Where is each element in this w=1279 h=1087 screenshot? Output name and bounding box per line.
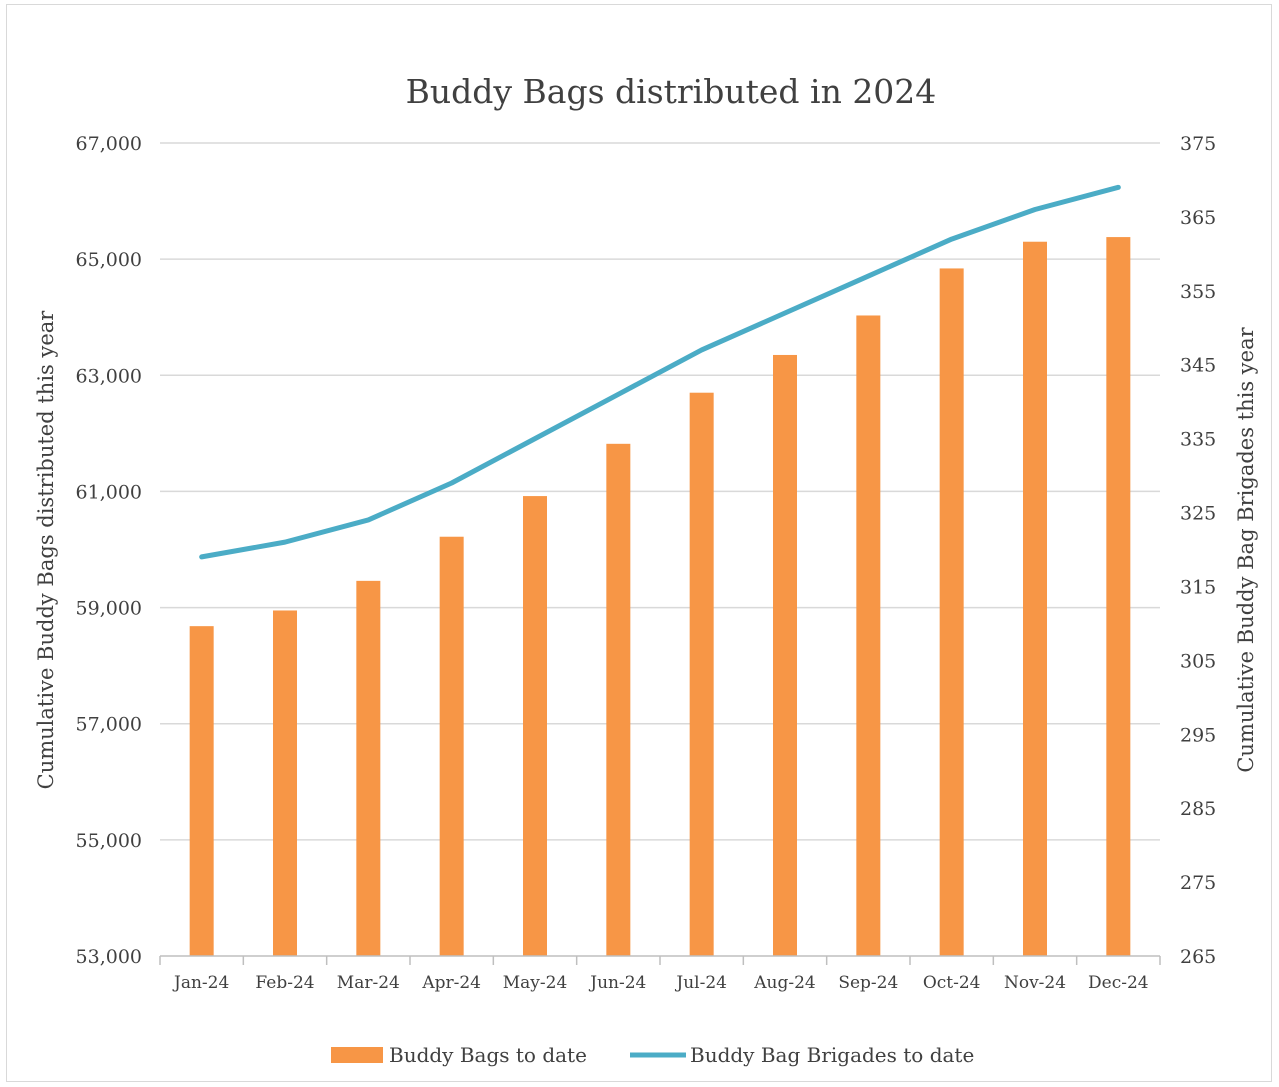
left-tick-label: 65,000 bbox=[76, 249, 142, 271]
right-tick-label: 305 bbox=[1180, 650, 1216, 672]
x-tick-label: Nov-24 bbox=[1004, 973, 1066, 993]
legend-bar-label: Buddy Bags to date bbox=[389, 1043, 587, 1067]
left-tick-label: 67,000 bbox=[76, 133, 142, 155]
x-tick-label: Jul-24 bbox=[674, 973, 727, 993]
bar-series bbox=[189, 237, 1131, 957]
series-line bbox=[199, 184, 1121, 560]
x-tick-label: May-24 bbox=[503, 973, 568, 993]
right-tick-label: 355 bbox=[1180, 281, 1216, 303]
left-tick-label: 55,000 bbox=[76, 830, 142, 852]
bar bbox=[189, 626, 214, 956]
right-tick-label: 325 bbox=[1180, 503, 1216, 525]
gridlines bbox=[160, 142, 1160, 841]
right-tick-label: 335 bbox=[1180, 429, 1216, 451]
bar bbox=[439, 536, 464, 956]
left-tick-label: 63,000 bbox=[76, 365, 142, 387]
bar bbox=[606, 443, 631, 956]
left-tick-label: 61,000 bbox=[76, 481, 142, 503]
x-tick-label: Jun-24 bbox=[588, 973, 646, 993]
bar bbox=[273, 610, 297, 956]
left-tick-label: 57,000 bbox=[76, 714, 142, 736]
legend-bar-swatch bbox=[331, 1047, 383, 1063]
left-tick-label: 59,000 bbox=[76, 598, 142, 620]
bar bbox=[689, 392, 714, 956]
x-tick-label: Sep-24 bbox=[838, 973, 898, 993]
right-tick-label: 315 bbox=[1180, 576, 1216, 598]
left-tick-label: 53,000 bbox=[76, 946, 142, 968]
right-tick-label: 275 bbox=[1180, 872, 1216, 894]
right-axis-ticks: 265 275 285 295 305 315 325 335 345 355 365 375 bbox=[1180, 133, 1216, 968]
x-tick-label: Apr-24 bbox=[421, 973, 481, 993]
bar bbox=[939, 268, 964, 956]
x-tick-label: Mar-24 bbox=[337, 973, 400, 993]
right-tick-label: 345 bbox=[1180, 355, 1216, 377]
bar bbox=[1106, 237, 1131, 957]
x-tick-label: Aug-24 bbox=[753, 973, 815, 993]
left-axis-ticks: 53,000 55,000 57,000 59,000 61,000 63,000 65,0… bbox=[76, 133, 142, 968]
bar bbox=[773, 354, 797, 957]
bar bbox=[523, 496, 547, 956]
line-series bbox=[199, 184, 1121, 560]
bar bbox=[1023, 241, 1047, 956]
right-axis-title: Cumulative Buddy Bag Brigades this year bbox=[1234, 326, 1258, 772]
x-tick-label: Feb-24 bbox=[255, 973, 314, 993]
left-axis-title: Cumulative Buddy Bags distributed this y… bbox=[34, 310, 58, 790]
x-axis-ticks: Jan-24 Feb-24 Mar-24 Apr-24 May-24 Jun-24 Jul-… bbox=[172, 973, 1149, 993]
right-tick-label: 265 bbox=[1180, 946, 1216, 968]
right-tick-label: 285 bbox=[1180, 798, 1216, 820]
chart-frame bbox=[6, 4, 1272, 1082]
x-tick-label: Jan-24 bbox=[172, 973, 229, 993]
bar bbox=[356, 580, 381, 956]
x-tick-label: Dec-24 bbox=[1088, 973, 1149, 993]
right-tick-label: 365 bbox=[1180, 207, 1216, 229]
axes bbox=[159, 955, 1161, 965]
x-tick-label: Oct-24 bbox=[923, 973, 981, 993]
bar bbox=[856, 315, 881, 956]
legend-line-label: Buddy Bag Brigades to date bbox=[690, 1043, 974, 1067]
legend: Buddy Bags to date Buddy Bag Brigades to… bbox=[331, 1043, 974, 1067]
right-tick-label: 375 bbox=[1180, 133, 1216, 155]
chart-title: Buddy Bags distributed in 2024 bbox=[406, 72, 937, 111]
right-tick-label: 295 bbox=[1180, 724, 1216, 746]
